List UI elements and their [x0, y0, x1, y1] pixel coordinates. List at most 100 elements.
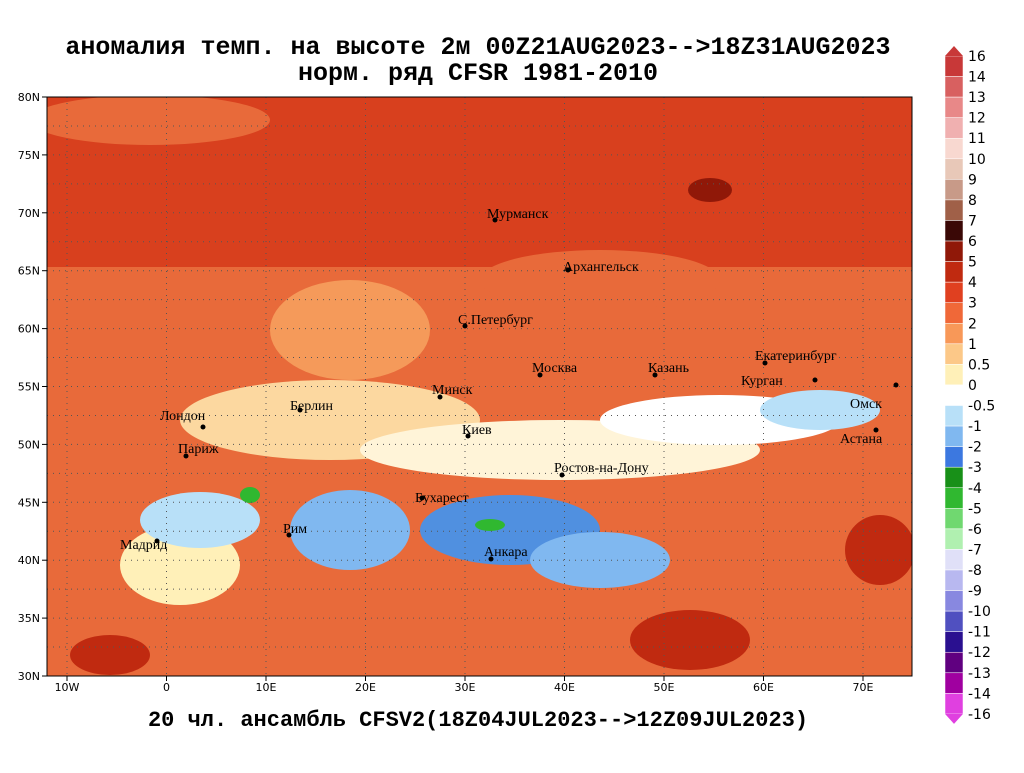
colorbar-label: -13	[968, 666, 991, 682]
city-dot	[873, 427, 879, 433]
colorbar-swatch	[944, 364, 964, 386]
colorbar-label: -3	[968, 460, 982, 476]
city-label: Архангельск	[563, 260, 639, 275]
lat-label: 55N	[18, 381, 40, 394]
lon-label: 0	[163, 681, 170, 694]
city-label: Казань	[648, 361, 689, 376]
grid	[47, 97, 912, 676]
colorbar-label: -2	[968, 440, 982, 456]
lat-label: 70N	[18, 207, 40, 220]
colorbar-label: 12	[968, 111, 986, 127]
colorbar-label: -4	[968, 481, 982, 497]
colorbar-label: 4	[968, 275, 977, 291]
city-label: Киев	[462, 423, 492, 438]
city-dot	[559, 472, 565, 478]
city-dot	[893, 382, 899, 388]
lat-label: 50N	[18, 438, 40, 451]
colorbar-swatch	[944, 631, 964, 653]
colorbar-swatch	[944, 261, 964, 283]
colorbar-label: 3	[968, 296, 977, 312]
colorbar-label: 11	[968, 131, 986, 147]
colorbar-swatch	[944, 651, 964, 674]
city-dot	[437, 394, 443, 400]
colorbar-swatch	[944, 137, 964, 160]
colorbar-label: -7	[968, 542, 982, 558]
colorbar-swatch	[944, 240, 964, 262]
footer: 20 чл. ансамбль CFSV2(18Z04JUL2023-->12Z…	[148, 708, 808, 733]
colorbar-swatch	[944, 528, 964, 550]
city-dot	[652, 372, 658, 378]
city-label: Омск	[850, 397, 882, 412]
colorbar-label: -0.5	[968, 399, 995, 415]
colorbar-label: -9	[968, 584, 982, 600]
city-label: Анкара	[484, 545, 528, 560]
colorbar-swatch	[944, 549, 964, 571]
colorbar-label: -5	[968, 501, 982, 517]
colorbar-swatch	[944, 199, 964, 221]
city-dot	[297, 407, 303, 413]
city-dot	[286, 532, 292, 538]
colorbar-label: -11	[968, 625, 991, 641]
colorbar-arrow	[945, 713, 963, 724]
colorbar-swatch	[944, 466, 964, 489]
lat-label: 60N	[18, 323, 40, 336]
city-dot	[465, 433, 471, 439]
colorbar-swatch	[944, 302, 964, 324]
colorbar-swatch	[944, 220, 964, 242]
lat-label: 80N	[18, 91, 40, 104]
city-dot	[492, 217, 498, 223]
colorbar-label: -6	[968, 522, 982, 538]
colorbar-label: -16	[968, 707, 991, 723]
colorbar-swatch	[944, 425, 964, 447]
colorbar-swatch	[944, 76, 964, 98]
colorbar-label: -12	[968, 645, 991, 661]
colorbar-swatch	[944, 405, 964, 427]
city-dot	[762, 360, 768, 366]
lat-label: 30N	[18, 670, 40, 683]
colorbar-label: -14	[968, 686, 991, 702]
city-dot	[200, 424, 206, 430]
colorbar-swatch	[944, 179, 964, 201]
lat-label: 40N	[18, 554, 40, 567]
lon-label: 10E	[256, 681, 277, 694]
lon-label: 60E	[753, 681, 774, 694]
colorbar-label: 6	[968, 234, 977, 250]
colorbar-label: 1	[968, 337, 977, 353]
city-label: С.Петербург	[458, 313, 533, 328]
city-dot	[154, 538, 160, 544]
colorbar-label: 0.5	[968, 357, 990, 373]
city-label: Минск	[432, 383, 473, 398]
colorbar-swatch	[944, 446, 964, 468]
colorbar-label: 5	[968, 255, 977, 271]
city-dot	[462, 323, 468, 329]
city-label: Москва	[532, 361, 578, 376]
lat-label: 45N	[18, 496, 40, 509]
city-label: Мадрид	[120, 538, 167, 553]
colorbar-label: 16	[968, 49, 986, 65]
city-label: Лондон	[160, 409, 206, 424]
colorbar-arrow	[945, 46, 963, 56]
colorbar-swatch	[944, 281, 964, 303]
lat-label: 65N	[18, 265, 40, 278]
colorbar-label: 0	[968, 378, 977, 394]
city-dot	[812, 377, 818, 383]
colorbar-swatch	[944, 384, 964, 406]
city-label: Бухарест	[415, 491, 469, 506]
colorbar-label: -1	[968, 419, 982, 435]
colorbar-label: 13	[968, 90, 986, 106]
colorbar-swatch	[944, 117, 964, 139]
city-dot	[183, 453, 189, 459]
title-line1: аномалия темп. на высоте 2м 00Z21AUG2023…	[65, 33, 890, 62]
colorbar-swatch	[944, 569, 964, 591]
city-dot	[419, 495, 425, 501]
colorbar-label: 8	[968, 193, 977, 209]
lon-label: 10W	[55, 681, 80, 694]
map-field	[47, 97, 912, 676]
colorbar-swatch	[944, 96, 964, 118]
colorbar-swatch	[944, 487, 964, 509]
city-dot	[488, 556, 494, 562]
colorbar-label: -10	[968, 604, 991, 620]
city-label: Астана	[840, 432, 883, 447]
colorbar-swatch	[944, 343, 964, 365]
